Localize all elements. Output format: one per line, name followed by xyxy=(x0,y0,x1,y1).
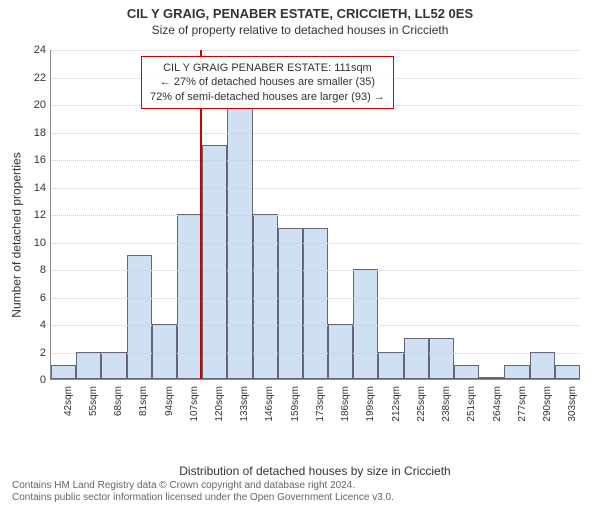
gridline xyxy=(51,353,580,354)
histogram-bar xyxy=(454,365,479,379)
histogram-bar xyxy=(429,338,454,379)
gridline xyxy=(51,215,580,216)
histogram-bar xyxy=(328,324,353,379)
x-tick: 146sqm xyxy=(252,382,277,422)
chart-area: CIL Y GRAIG PENABER ESTATE: 111sqm ← 27%… xyxy=(50,50,580,420)
x-tick: 120sqm xyxy=(201,382,226,422)
x-tick: 159sqm xyxy=(277,382,302,422)
x-tick: 107sqm xyxy=(176,382,201,422)
histogram-bar xyxy=(127,255,152,379)
x-tick: 290sqm xyxy=(529,382,554,422)
plot-region: CIL Y GRAIG PENABER ESTATE: 111sqm ← 27%… xyxy=(50,50,580,380)
footer-attribution: Contains HM Land Registry data © Crown c… xyxy=(12,480,394,504)
histogram-bar xyxy=(51,365,76,379)
x-axis-label: Distribution of detached houses by size … xyxy=(50,464,580,478)
y-tick: 0 xyxy=(22,374,46,386)
y-tick: 6 xyxy=(22,292,46,304)
y-tick: 10 xyxy=(22,237,46,249)
x-tick: 303sqm xyxy=(555,382,580,422)
y-tick: 14 xyxy=(22,182,46,194)
histogram-bar xyxy=(504,365,529,379)
x-tick: 199sqm xyxy=(353,382,378,422)
histogram-bar xyxy=(479,377,504,379)
gridline xyxy=(51,133,580,134)
gridline xyxy=(51,243,580,244)
chart-title-main: CIL Y GRAIG, PENABER ESTATE, CRICCIETH, … xyxy=(0,6,600,21)
x-tick: 225sqm xyxy=(403,382,428,422)
histogram-bar xyxy=(152,324,177,379)
histogram-bar xyxy=(404,338,429,379)
histogram-bar xyxy=(378,352,403,380)
x-tick: 186sqm xyxy=(328,382,353,422)
x-tick: 133sqm xyxy=(227,382,252,422)
y-tick: 20 xyxy=(22,99,46,111)
footer-line1: Contains HM Land Registry data © Crown c… xyxy=(12,480,394,492)
gridline xyxy=(51,188,580,189)
footer-line2: Contains public sector information licen… xyxy=(12,492,394,504)
x-tick: 238sqm xyxy=(429,382,454,422)
x-tick: 68sqm xyxy=(100,382,125,422)
annotation-line2: ← 27% of detached houses are smaller (35… xyxy=(150,75,385,89)
y-tick: 22 xyxy=(22,72,46,84)
y-tick: 24 xyxy=(22,44,46,56)
histogram-bar xyxy=(227,104,252,379)
annotation-line3: 72% of semi-detached houses are larger (… xyxy=(150,90,385,104)
histogram-bar xyxy=(530,352,555,380)
annotation-line1: CIL Y GRAIG PENABER ESTATE: 111sqm xyxy=(150,61,385,75)
x-tick: 212sqm xyxy=(378,382,403,422)
y-tick: 2 xyxy=(22,347,46,359)
chart-title-sub: Size of property relative to detached ho… xyxy=(0,23,600,37)
histogram-bar xyxy=(353,269,378,379)
histogram-bar xyxy=(101,352,126,380)
histogram-bar xyxy=(76,352,101,380)
y-tick: 12 xyxy=(22,209,46,221)
x-tick: 277sqm xyxy=(504,382,529,422)
gridline xyxy=(51,325,580,326)
gridline xyxy=(51,160,580,161)
histogram-bar xyxy=(202,145,227,379)
y-tick: 8 xyxy=(22,264,46,276)
x-tick: 264sqm xyxy=(479,382,504,422)
x-tick: 173sqm xyxy=(302,382,327,422)
histogram-bar xyxy=(177,214,202,379)
x-tick: 94sqm xyxy=(151,382,176,422)
histogram-bar xyxy=(278,228,303,379)
gridline xyxy=(51,270,580,271)
gridline xyxy=(51,298,580,299)
gridline xyxy=(51,50,580,51)
x-ticks: 42sqm55sqm68sqm81sqm94sqm107sqm120sqm133… xyxy=(50,382,580,422)
x-tick: 55sqm xyxy=(75,382,100,422)
histogram-bar xyxy=(555,365,580,379)
histogram-bar xyxy=(253,214,278,379)
y-tick: 18 xyxy=(22,127,46,139)
y-tick: 4 xyxy=(22,319,46,331)
y-tick: 16 xyxy=(22,154,46,166)
x-tick: 81sqm xyxy=(126,382,151,422)
x-tick: 42sqm xyxy=(50,382,75,422)
histogram-bar xyxy=(303,228,328,379)
annotation-box: CIL Y GRAIG PENABER ESTATE: 111sqm ← 27%… xyxy=(141,56,394,109)
x-tick: 251sqm xyxy=(454,382,479,422)
